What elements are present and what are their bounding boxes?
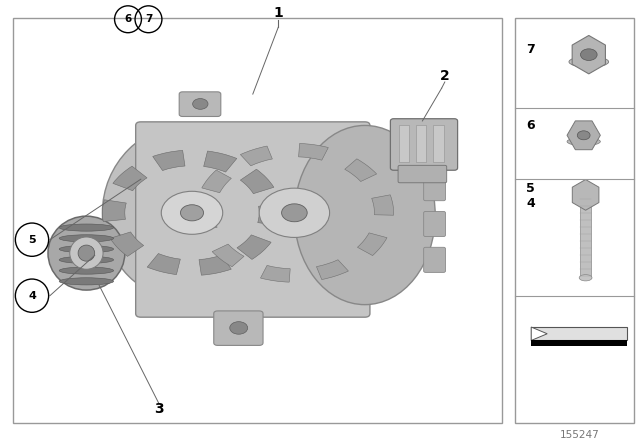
Ellipse shape: [567, 138, 600, 146]
Polygon shape: [531, 327, 547, 340]
FancyBboxPatch shape: [398, 165, 447, 183]
FancyBboxPatch shape: [136, 122, 370, 317]
Wedge shape: [358, 233, 387, 255]
Ellipse shape: [294, 125, 435, 305]
Ellipse shape: [60, 267, 114, 274]
Ellipse shape: [60, 246, 114, 253]
Wedge shape: [260, 265, 290, 282]
Circle shape: [193, 99, 208, 109]
Wedge shape: [372, 195, 394, 215]
FancyBboxPatch shape: [13, 18, 502, 423]
Wedge shape: [316, 260, 348, 280]
Ellipse shape: [60, 256, 114, 263]
Circle shape: [259, 188, 330, 237]
Wedge shape: [147, 254, 180, 275]
FancyBboxPatch shape: [416, 125, 426, 162]
FancyBboxPatch shape: [531, 340, 627, 346]
Ellipse shape: [579, 275, 592, 281]
FancyBboxPatch shape: [424, 247, 445, 272]
FancyBboxPatch shape: [424, 176, 445, 201]
Wedge shape: [153, 151, 185, 171]
Wedge shape: [345, 159, 377, 181]
Wedge shape: [212, 244, 244, 267]
Circle shape: [580, 49, 597, 60]
Text: 6: 6: [124, 14, 132, 24]
Wedge shape: [241, 146, 273, 166]
Wedge shape: [113, 166, 147, 191]
Text: 7: 7: [145, 14, 152, 24]
Text: 3: 3: [154, 401, 164, 416]
Text: 6: 6: [526, 119, 534, 132]
Wedge shape: [241, 169, 274, 194]
FancyBboxPatch shape: [399, 125, 409, 162]
FancyBboxPatch shape: [214, 311, 263, 345]
Text: 4: 4: [28, 291, 36, 301]
Polygon shape: [572, 180, 599, 210]
Circle shape: [577, 131, 590, 140]
Polygon shape: [531, 327, 627, 340]
FancyBboxPatch shape: [424, 211, 445, 237]
Wedge shape: [299, 143, 328, 160]
Polygon shape: [572, 35, 605, 74]
Wedge shape: [110, 232, 143, 256]
FancyBboxPatch shape: [580, 195, 591, 278]
Ellipse shape: [60, 235, 114, 242]
FancyBboxPatch shape: [390, 119, 458, 170]
Wedge shape: [204, 151, 237, 172]
Text: 5: 5: [28, 235, 36, 245]
Polygon shape: [567, 121, 600, 150]
Circle shape: [282, 204, 307, 222]
FancyBboxPatch shape: [179, 92, 221, 116]
Text: 1: 1: [273, 5, 284, 20]
Ellipse shape: [48, 216, 125, 290]
FancyBboxPatch shape: [433, 125, 444, 162]
Ellipse shape: [60, 224, 114, 231]
FancyBboxPatch shape: [515, 18, 634, 423]
Circle shape: [230, 322, 248, 334]
Circle shape: [180, 205, 204, 221]
Wedge shape: [195, 211, 217, 231]
Text: 2: 2: [440, 69, 450, 83]
Wedge shape: [202, 170, 231, 193]
Ellipse shape: [78, 245, 95, 261]
Ellipse shape: [70, 237, 103, 269]
Wedge shape: [199, 255, 231, 275]
Wedge shape: [102, 200, 126, 221]
Text: 4: 4: [526, 197, 535, 211]
Wedge shape: [258, 204, 282, 226]
Circle shape: [161, 191, 223, 234]
Ellipse shape: [60, 278, 114, 285]
Wedge shape: [237, 235, 271, 259]
Text: 7: 7: [526, 43, 535, 56]
Text: 155247: 155247: [559, 431, 599, 440]
Text: 5: 5: [526, 181, 535, 195]
Ellipse shape: [569, 56, 609, 67]
Ellipse shape: [102, 123, 282, 302]
